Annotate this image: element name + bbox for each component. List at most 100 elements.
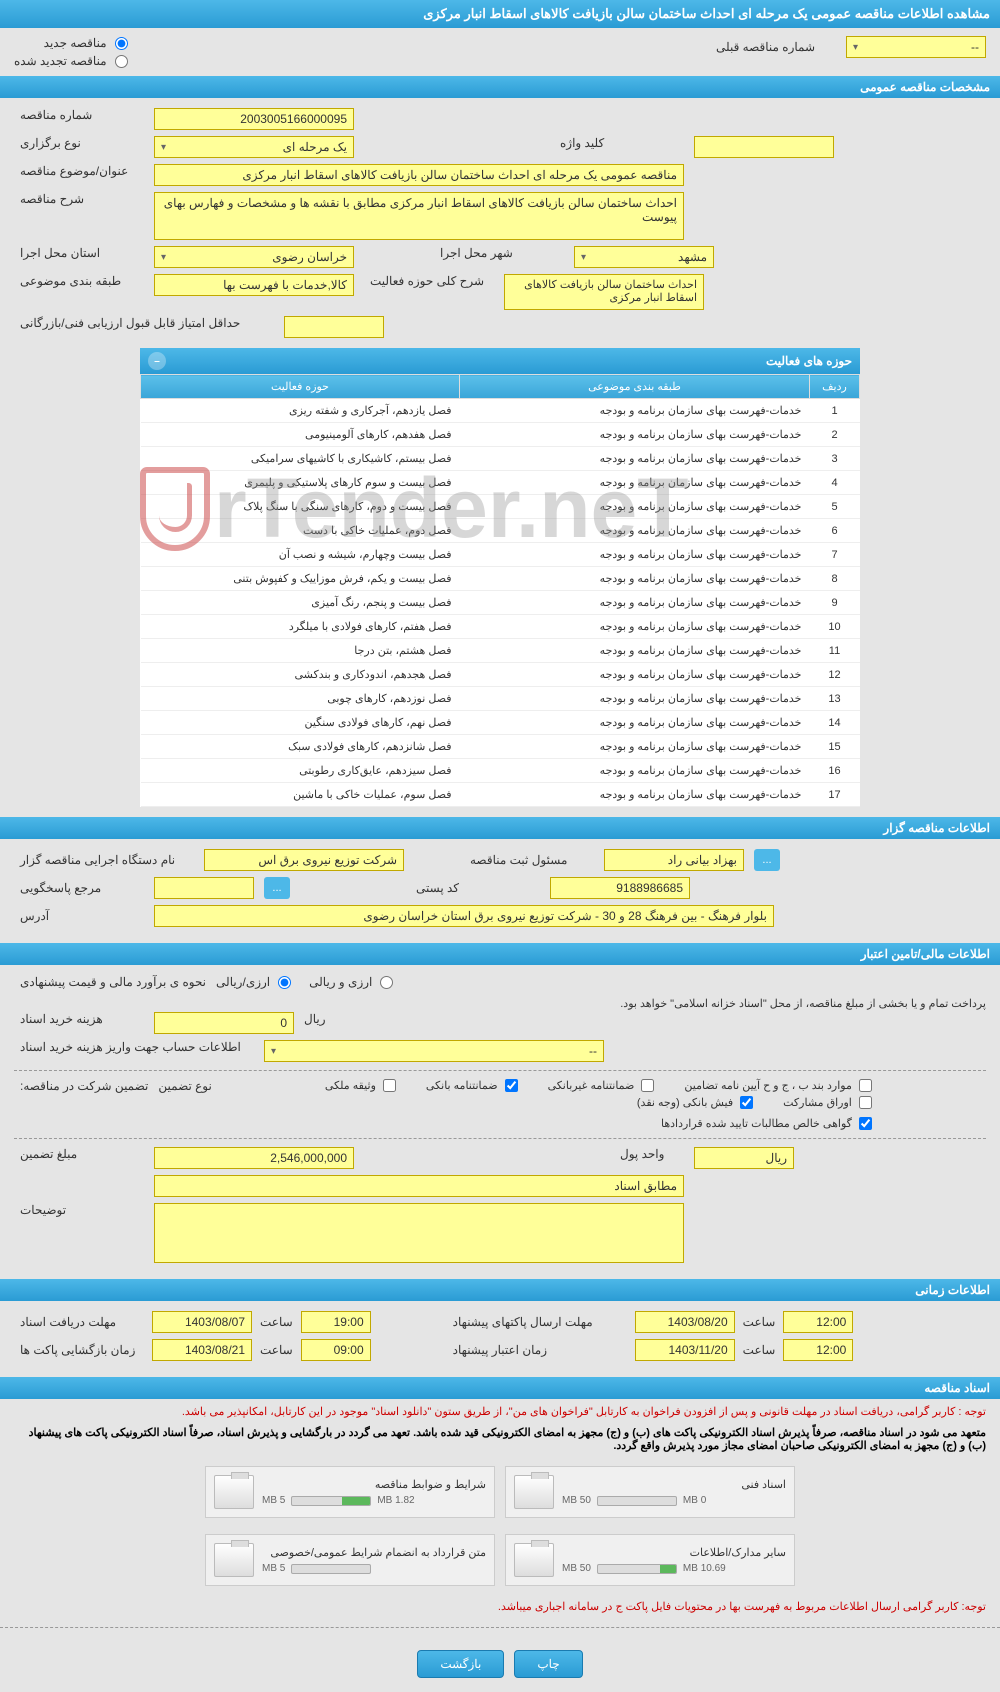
table-row: 4خدمات-فهرست بهای سازمان برنامه و بودجهف… [141, 471, 860, 495]
button-row: چاپ بازگشت [0, 1636, 1000, 1692]
postal-label: کد پستی [410, 881, 540, 895]
doc-cost-field: 0 [154, 1012, 294, 1034]
tender-type-radios: مناقصه جدید مناقصه تجدید شده [14, 36, 128, 68]
open-date: 1403/08/21 [152, 1339, 252, 1361]
amount-label: مبلغ تضمین [14, 1147, 144, 1161]
divider [14, 1070, 986, 1071]
print-button[interactable]: چاپ [514, 1650, 582, 1678]
radio-arzi-rial[interactable]: ارزی و ریالی [309, 975, 393, 989]
progress-bar [597, 1496, 677, 1506]
section-timing: اطلاعات زمانی [0, 1279, 1000, 1301]
radio-new[interactable]: مناقصه جدید [14, 36, 128, 50]
send-label: مهلت ارسال پاکتهای پیشنهاد [447, 1315, 627, 1329]
doc-size: 1.82 MB [377, 1495, 414, 1506]
saat-label: ساعت [743, 1343, 776, 1357]
chevron-down-icon: ▾ [581, 252, 586, 263]
receive-date: 1403/08/07 [152, 1311, 252, 1333]
radio-renew[interactable]: مناقصه تجدید شده [14, 54, 128, 68]
cb-clauses[interactable]: موارد بند ب ، ج و ح آیین نامه تضامین [684, 1079, 871, 1092]
folder-icon [214, 1543, 254, 1577]
divider [14, 1138, 986, 1139]
org-label: نام دستگاه اجرایی مناقصه گزار [14, 853, 194, 867]
postal-field: 9188986685 [550, 877, 690, 899]
cb-bank[interactable]: ضمانتنامه بانکی [426, 1079, 518, 1092]
general-panel: 2003005166000095 شماره مناقصه کلید واژه … [0, 98, 1000, 817]
cb-cash[interactable]: فیش بانکی (وجه نقد) [637, 1096, 753, 1109]
progress-bar [291, 1496, 371, 1506]
table-row: 3خدمات-فهرست بهای سازمان برنامه و بودجهف… [141, 447, 860, 471]
tender-number-label: شماره مناقصه [14, 108, 144, 122]
receive-time: 19:00 [301, 1311, 371, 1333]
chevron-down-icon: ▾ [853, 42, 858, 53]
registrar-label: مسئول ثبت مناقصه [464, 853, 594, 867]
radio-new-input[interactable] [115, 37, 128, 50]
doc-box-3[interactable]: متن قرارداد به انضمام شرایط عمومی/خصوصی … [205, 1534, 495, 1586]
note2: متعهد می شود در اسناد مناقصه، صرفاً پذیر… [0, 1424, 1000, 1458]
progress-bar [597, 1564, 677, 1574]
doc-box-1[interactable]: شرایط و ضوابط مناقصه 1.82 MB 5 MB [205, 1466, 495, 1518]
valid-label: زمان اعتبار پیشنهاد [447, 1343, 627, 1357]
radio-arzi[interactable]: ارزی/ریالی [216, 975, 291, 989]
note3: توجه: کاربر گرامی ارسال اطلاعات مربوط به… [0, 1594, 1000, 1619]
table-row: 13خدمات-فهرست بهای سازمان برنامه و بودجه… [141, 687, 860, 711]
timing-panel: 12:00 ساعت 1403/08/20 مهلت ارسال پاکتهای… [0, 1301, 1000, 1377]
progress-bar [291, 1564, 371, 1574]
folder-icon [514, 1475, 554, 1509]
saat-label: ساعت [743, 1315, 776, 1329]
section-organizer: اطلاعات مناقصه گزار [0, 817, 1000, 839]
col-scope: حوزه فعالیت [141, 375, 460, 399]
guarantee-checkboxes: موارد بند ب ، ج و ح آیین نامه تضامین ضما… [222, 1079, 872, 1130]
subject-label: عنوان/موضوع مناقصه [14, 164, 144, 178]
radio-renew-input[interactable] [115, 55, 128, 68]
cb-bonds[interactable]: اوراق مشارکت [783, 1096, 872, 1109]
prev-tender-dropdown[interactable]: -- ▾ [846, 36, 986, 58]
keyword-field[interactable] [694, 136, 834, 158]
doc-title: متن قرارداد به انضمام شرایط عمومی/خصوصی [262, 1546, 486, 1559]
chevron-down-icon: ▾ [271, 1046, 276, 1057]
activity-table-header: حوزه های فعالیت – [140, 348, 860, 374]
cb-property[interactable]: وثیقه ملکی [325, 1079, 396, 1092]
back-button[interactable]: بازگشت [417, 1650, 504, 1678]
cb-receivables[interactable]: گواهی خالص مطالبات تایید شده قراردادها [661, 1117, 872, 1130]
desc-field: احداث ساختمان سالن بازیافت کالاهای اسقاط… [154, 192, 684, 240]
table-row: 1خدمات-فهرست بهای سازمان برنامه و بودجهف… [141, 399, 860, 423]
address-field: بلوار فرهنگ - بین فرهنگ 28 و 30 - شرکت ت… [154, 905, 774, 927]
doc-title: اسناد فنی [562, 1478, 786, 1491]
cb-nonbank[interactable]: ضمانتنامه غیربانکی [548, 1079, 655, 1092]
prev-tender-label: شماره مناقصه قبلی [710, 40, 840, 54]
keyword-label: کلید واژه [554, 136, 684, 150]
valid-time: 12:00 [783, 1339, 853, 1361]
minscore-field[interactable] [284, 316, 384, 338]
organizer-panel: ... بهزاد بیانی راد مسئول ثبت مناقصه شرک… [0, 839, 1000, 943]
city-label: شهر محل اجرا [434, 246, 564, 260]
financial-panel: ارزی و ریالی ارزی/ریالی نحوه ی برآورد ما… [0, 965, 1000, 1279]
page-title: مشاهده اطلاعات مناقصه عمومی یک مرحله ای … [0, 0, 1000, 28]
chevron-down-icon: ▾ [161, 252, 166, 263]
folder-icon [214, 1475, 254, 1509]
note1: توجه : کاربر گرامی، دریافت اسناد در مهلت… [0, 1399, 1000, 1424]
doc-max: 50 MB [562, 1495, 591, 1506]
chevron-down-icon: ▾ [161, 142, 166, 153]
estimate-radios: ارزی و ریالی ارزی/ریالی [216, 975, 393, 989]
type-dropdown[interactable]: یک مرحله ای ▾ [154, 136, 354, 158]
city-dropdown[interactable]: مشهد ▾ [574, 246, 714, 268]
table-row: 11خدمات-فهرست بهای سازمان برنامه و بودجه… [141, 639, 860, 663]
address-label: آدرس [14, 909, 144, 923]
minscore-label: حداقل امتیاز قابل قبول ارزیابی فنی/بازرگ… [14, 316, 274, 330]
province-dropdown[interactable]: خراسان رضوی ▾ [154, 246, 354, 268]
doc-box-2[interactable]: اسناد فنی 0 MB 50 MB [505, 1466, 795, 1518]
table-row: 15خدمات-فهرست بهای سازمان برنامه و بودجه… [141, 735, 860, 759]
doc-max: 50 MB [562, 1563, 591, 1574]
more-responder-button[interactable]: ... [264, 877, 290, 899]
deposit-account-dropdown[interactable]: -- ▾ [264, 1040, 604, 1062]
payment-note: پرداخت تمام و یا بخشی از مبلغ مناقصه، از… [14, 995, 986, 1012]
table-row: 10خدمات-فهرست بهای سازمان برنامه و بودجه… [141, 615, 860, 639]
send-date: 1403/08/20 [635, 1311, 735, 1333]
notes-field[interactable] [154, 1203, 684, 1263]
doc-max: 5 MB [262, 1563, 285, 1574]
col-row: ردیف [810, 375, 860, 399]
doc-box-4[interactable]: سایر مدارک/اطلاعات 10.69 MB 50 MB [505, 1534, 795, 1586]
collapse-icon[interactable]: – [148, 352, 166, 370]
category-field: کالا,خدمات با فهرست بها [154, 274, 354, 296]
more-registrar-button[interactable]: ... [754, 849, 780, 871]
